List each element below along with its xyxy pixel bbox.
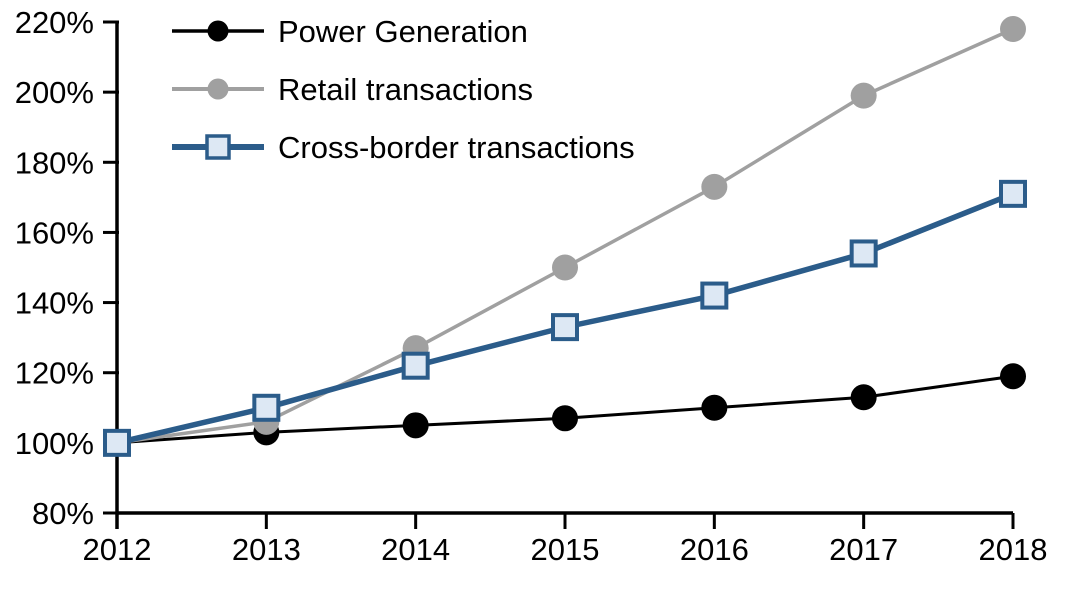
x-tick-label: 2018 [979,532,1048,567]
series-marker-cross-border-transactions-2018 [999,179,1027,208]
series-marker-retail-transactions-2016 [701,173,728,200]
series-marker-cross-border-transactions-2017 [849,239,878,268]
y-tick-label: 180% [15,145,94,180]
x-tick-label: 2013 [232,532,301,567]
legend-label-cross-border-transactions: Cross-border transactions [278,129,635,165]
legend-item-power-generation: Power Generation [170,2,635,60]
series-marker-power-generation-2014 [402,412,429,439]
legend-marker-power-generation-icon [172,20,264,42]
x-tick-label: 2014 [381,532,450,567]
y-tick-label: 220% [15,5,94,40]
series-marker-cross-border-transactions-2012 [103,428,131,457]
legend-label-retail-transactions: Retail transactions [278,71,534,107]
series-marker-power-generation-2018 [1000,363,1026,390]
y-tick-label: 140% [15,286,94,321]
series-marker-cross-border-transactions-2016 [700,281,729,310]
legend-label-power-generation: Power Generation [278,13,528,49]
series-marker-power-generation-2015 [552,405,578,432]
y-tick-label: 200% [15,75,94,110]
y-tick-label: 120% [15,356,94,391]
series-marker-retail-transactions-2017 [850,82,877,109]
series-marker-power-generation-2016 [701,394,728,421]
x-tick-label: 2015 [531,532,600,567]
series-marker-cross-border-transactions-2014 [401,351,430,380]
legend-item-retail-transactions: Retail transactions [170,60,635,118]
y-tick-label: 80% [32,496,94,531]
y-tick-label: 100% [15,426,94,461]
x-tick-label: 2012 [83,532,152,567]
series-marker-retail-transactions-2018 [1000,16,1026,43]
x-tick-label: 2016 [680,532,749,567]
y-tick-label: 160% [15,215,94,250]
legend-marker-retail-transactions-icon [172,78,264,100]
x-tick-label: 2017 [829,532,898,567]
series-marker-cross-border-transactions-2013 [252,393,281,422]
legend-item-cross-border-transactions: Cross-border transactions [170,118,635,176]
series-marker-power-generation-2017 [850,384,877,411]
legend: Power Generation Retail transactions Cro… [170,2,635,176]
series-marker-retail-transactions-2015 [552,254,578,281]
legend-marker-cross-border-transactions-icon [172,134,264,160]
series-marker-cross-border-transactions-2015 [551,313,579,342]
